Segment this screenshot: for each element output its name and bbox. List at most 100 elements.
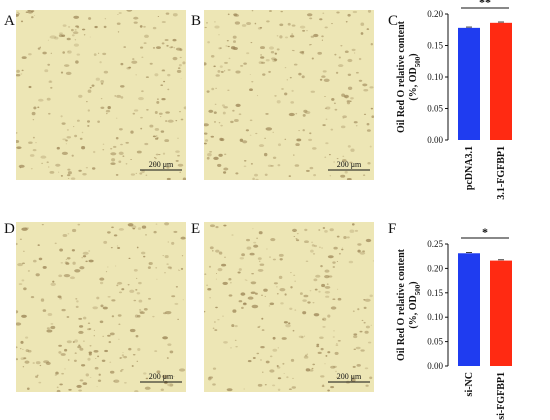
cell-speck	[310, 249, 314, 253]
cell-speck	[16, 11, 20, 13]
cell-speck	[75, 305, 79, 309]
cell-speck	[58, 344, 62, 347]
cell-speck	[321, 247, 324, 249]
cell-speck	[288, 322, 291, 325]
cell-speck	[362, 250, 366, 253]
micrograph-b: 200 μm	[204, 10, 374, 180]
cell-speck	[125, 141, 129, 144]
cell-speck	[167, 266, 172, 269]
cell-speck	[143, 307, 148, 311]
chart-f-svg: Oil Red O relative content(%, OD500) 0.00…	[396, 225, 512, 420]
cell-speck	[259, 263, 265, 266]
cell-speck	[46, 329, 53, 333]
cell-speck	[271, 57, 276, 60]
cell-speck	[293, 236, 296, 237]
cell-speck	[181, 255, 184, 257]
cell-speck	[334, 53, 337, 56]
cell-speck	[272, 348, 278, 352]
cell-speck	[355, 125, 358, 127]
cell-speck	[215, 226, 219, 229]
cell-speck	[17, 263, 23, 267]
cell-speck	[21, 69, 24, 72]
cell-speck	[264, 384, 267, 386]
cell-speck	[258, 260, 261, 262]
cell-speck	[119, 357, 122, 359]
cell-speck	[46, 97, 51, 101]
cell-speck	[111, 158, 116, 162]
cell-speck	[49, 327, 52, 329]
cell-speck	[347, 13, 351, 17]
cell-speck	[57, 295, 62, 298]
cell-speck	[37, 47, 41, 50]
cell-speck	[21, 227, 28, 231]
cell-speck	[344, 170, 348, 174]
cell-speck	[19, 348, 22, 350]
cell-speck	[228, 277, 232, 281]
cell-speck	[135, 335, 139, 338]
cell-speck	[87, 322, 91, 324]
cell-speck	[85, 167, 88, 169]
cell-speck	[128, 66, 132, 69]
cell-speck	[104, 349, 108, 353]
cell-speck	[369, 145, 372, 148]
cell-speck	[289, 76, 292, 79]
cell-speck	[67, 51, 69, 53]
cell-speck	[357, 249, 361, 253]
cell-speck	[213, 156, 219, 161]
cell-speck	[220, 124, 223, 127]
cell-speck	[284, 293, 287, 296]
cell-speck	[108, 341, 112, 344]
cell-speck	[72, 261, 76, 265]
cell-speck	[245, 279, 248, 281]
cell-speck	[91, 84, 95, 87]
cell-speck	[68, 388, 72, 391]
cell-speck	[50, 325, 56, 330]
cell-speck	[206, 284, 209, 286]
cell-speck	[235, 103, 241, 108]
cell-speck	[309, 166, 314, 170]
cell-speck	[182, 299, 184, 301]
cell-speck	[364, 330, 369, 334]
cell-speck	[332, 298, 336, 300]
cell-speck	[346, 236, 350, 239]
category-label: pcDNA3.1-FGFBP1	[496, 146, 507, 200]
cell-speck	[79, 347, 84, 351]
cell-speck	[304, 240, 309, 244]
cell-speck	[120, 143, 123, 146]
cell-speck	[29, 154, 35, 157]
y-tick-label: 0.00	[427, 135, 443, 145]
cell-speck	[217, 318, 220, 321]
cell-speck	[162, 255, 165, 257]
cell-speck	[70, 177, 76, 180]
bar-2	[490, 22, 512, 140]
cell-speck	[107, 106, 111, 110]
cell-speck	[175, 285, 179, 288]
cell-speck	[87, 328, 91, 331]
cell-speck	[250, 42, 253, 44]
cell-speck	[22, 348, 24, 350]
y-axis-label: Oil Red O relative content(%, OD500)	[396, 20, 422, 133]
cell-speck	[16, 358, 18, 361]
cell-speck	[347, 145, 351, 148]
cell-speck	[287, 22, 291, 26]
cell-speck	[99, 61, 102, 64]
cell-speck	[208, 109, 214, 113]
cell-speck	[111, 226, 114, 229]
cell-speck	[67, 171, 72, 175]
cell-speck	[296, 233, 299, 235]
cell-speck	[324, 363, 326, 365]
cell-speck	[87, 109, 90, 112]
cell-speck	[71, 28, 74, 32]
cell-speck	[41, 223, 44, 226]
cell-speck	[60, 115, 63, 118]
cell-speck	[34, 15, 36, 17]
cell-speck	[325, 118, 328, 120]
cell-speck	[131, 60, 138, 64]
cell-speck	[252, 228, 254, 230]
cell-speck	[301, 336, 304, 339]
cell-speck	[268, 70, 271, 73]
cell-speck	[118, 11, 122, 15]
cell-speck	[296, 138, 302, 142]
cell-speck	[217, 69, 221, 73]
cell-speck	[244, 279, 247, 281]
